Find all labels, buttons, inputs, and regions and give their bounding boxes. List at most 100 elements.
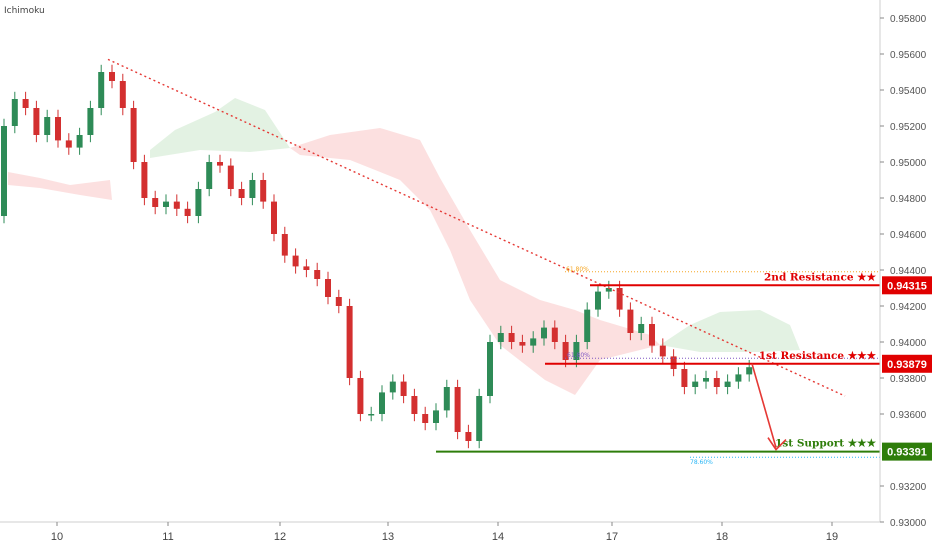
cloud-bear-1 [8, 172, 112, 200]
candle-body [541, 328, 547, 339]
candle-body [185, 209, 191, 216]
time-tick-label: 19 [826, 531, 838, 543]
candle-body [595, 292, 601, 310]
candle-body [77, 135, 83, 148]
candle-body [411, 396, 417, 414]
candle-body [725, 382, 731, 387]
candle-body [735, 374, 741, 381]
candle-body [152, 198, 158, 207]
candle-body [98, 72, 104, 108]
candle-body [379, 392, 385, 414]
price-tick-label: 0.95800 [890, 14, 927, 25]
candle-body [44, 117, 50, 135]
price-tick-label: 0.95000 [890, 158, 927, 169]
candle-body [282, 234, 288, 256]
price-tick-label: 0.95200 [890, 122, 927, 133]
time-tick-label: 14 [492, 531, 504, 543]
price-tick-label: 0.93600 [890, 410, 927, 421]
candle-body [141, 162, 147, 198]
candle-body [33, 108, 39, 135]
time-tick-label: 11 [162, 531, 173, 543]
candle-body [584, 310, 590, 342]
candle-body [681, 369, 687, 387]
candle-body [627, 310, 633, 333]
candle-body [347, 306, 353, 378]
candle-body [530, 338, 536, 345]
candle-body [66, 140, 72, 147]
candle-body [638, 324, 644, 333]
candle-body [390, 382, 396, 393]
price-tick-label: 0.93000 [890, 518, 927, 529]
fib-label-61-upper: 61.80% [566, 266, 589, 273]
candle-body [325, 279, 331, 297]
first-resistance-label: 1st Resistance ★★★ [759, 350, 877, 362]
candle-body [1, 126, 7, 216]
time-tick-label: 12 [274, 531, 286, 543]
candle-body [174, 202, 180, 209]
price-tick-label: 0.94400 [890, 266, 927, 277]
second-resistance-label: 2nd Resistance ★★ [764, 271, 877, 283]
candle-body [692, 382, 698, 387]
candle-body [703, 378, 709, 382]
first-support-label: 1st Support ★★★ [775, 438, 876, 450]
candle-body [714, 378, 720, 387]
candle-body [336, 297, 342, 306]
candle-body [487, 342, 493, 396]
candle-body [12, 99, 18, 126]
candle-body [314, 270, 320, 279]
candle-body [746, 367, 752, 374]
time-tick-label: 17 [606, 531, 618, 543]
candle-body [422, 414, 428, 423]
descending-trendline [108, 59, 845, 396]
price-tick-label: 0.93200 [890, 482, 927, 493]
first-resistance-price: 0.93879 [887, 359, 927, 371]
candle-body [293, 256, 299, 267]
price-tick-label: 0.95400 [890, 86, 927, 97]
candle-body [206, 162, 212, 189]
candle-body [163, 202, 169, 207]
candle-body [465, 432, 471, 441]
time-tick-label: 10 [51, 531, 63, 543]
candle-body [498, 333, 504, 342]
first-support-price: 0.93391 [887, 447, 927, 459]
candle-body [109, 72, 115, 81]
candle-body [444, 387, 450, 410]
candle-body [476, 396, 482, 441]
candle-body [660, 346, 666, 357]
candle-body [249, 180, 255, 198]
candle-body [649, 324, 655, 346]
candle-body [401, 382, 407, 396]
candle-body [368, 414, 374, 416]
projection-arrow-shaft [752, 364, 776, 448]
candle-body [87, 108, 93, 135]
candlesticks [1, 65, 752, 448]
candle-body [23, 99, 29, 108]
price-tick-label: 0.94200 [890, 302, 927, 313]
candle-body [617, 288, 623, 310]
price-tick-label: 0.95600 [890, 50, 927, 61]
price-tick-label: 0.94600 [890, 230, 927, 241]
time-tick-label: 13 [382, 531, 394, 543]
candle-body [228, 166, 234, 189]
candle-body [433, 410, 439, 423]
fib-label-61-lower: 61.80% [567, 352, 590, 359]
ichimoku-cloud [8, 98, 800, 395]
price-tick-label: 0.93800 [890, 374, 927, 385]
candle-body [239, 189, 245, 198]
candle-body [120, 81, 126, 108]
candle-body [271, 202, 277, 234]
candle-body [303, 266, 309, 270]
candle-body [131, 108, 137, 162]
time-tick-label: 18 [716, 531, 728, 543]
fib-label-78: 78.60% [690, 459, 713, 466]
price-tick-label: 0.94000 [890, 338, 927, 349]
candle-body [260, 180, 266, 202]
candle-body [357, 378, 363, 414]
candle-body [509, 333, 515, 342]
candle-body [195, 189, 201, 216]
second-resistance-price: 0.94315 [887, 280, 927, 292]
price-tick-label: 0.94800 [890, 194, 927, 205]
candle-body [55, 117, 61, 140]
candle-body [552, 328, 558, 342]
